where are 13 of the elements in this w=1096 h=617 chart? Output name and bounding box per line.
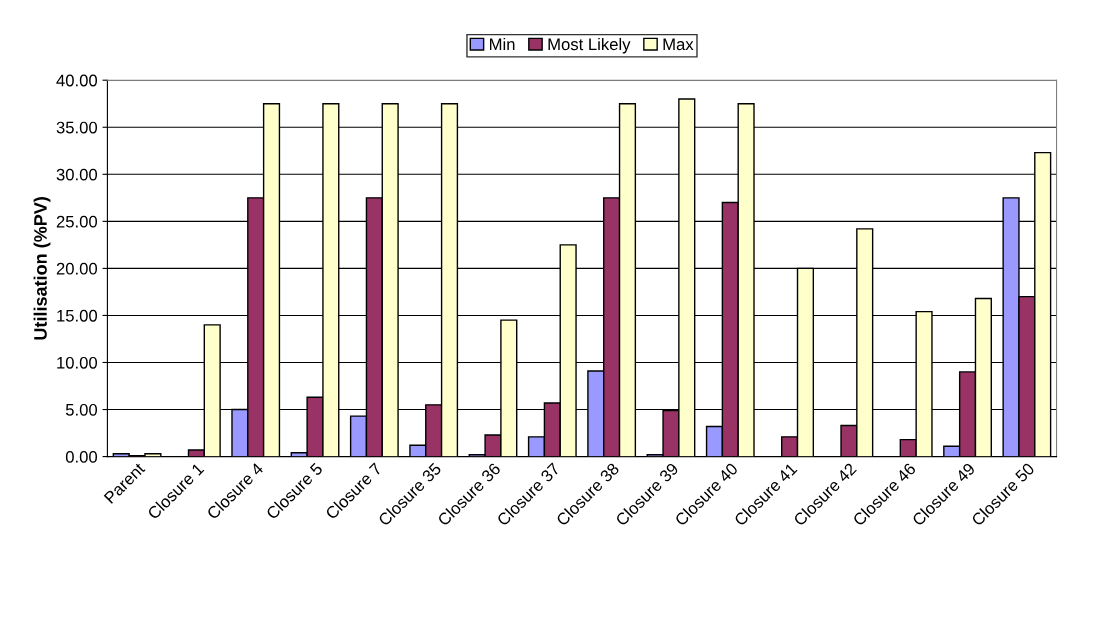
y-tick-label: 20.00 xyxy=(56,262,98,275)
y-tick-label: 40.00 xyxy=(56,74,98,87)
legend-label: Max xyxy=(663,38,694,51)
y-axis-title: Utilisation (%PV) xyxy=(33,197,51,340)
legend-label: Min xyxy=(490,37,515,51)
y-tick-label: 30.00 xyxy=(56,168,98,181)
y-tick-label: 0.00 xyxy=(65,450,98,463)
legend-label: Most Likely xyxy=(548,37,631,54)
y-tick-label: 35.00 xyxy=(56,121,98,134)
y-tick-label: 15.00 xyxy=(57,309,98,322)
y-tick-label: 25.00 xyxy=(56,215,98,228)
y-tick-label: 10.00 xyxy=(57,356,98,369)
y-tick-label: 5.00 xyxy=(65,403,98,416)
